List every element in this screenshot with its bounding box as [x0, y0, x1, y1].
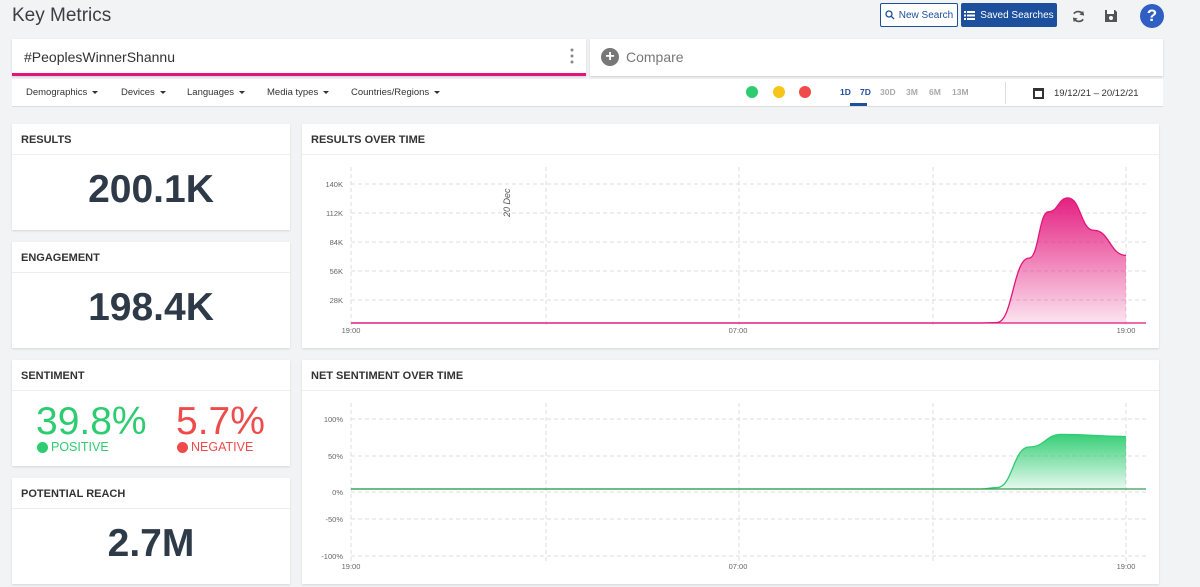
calendar-icon[interactable]	[1033, 88, 1044, 99]
negative-label-group: NEGATIVE	[177, 440, 253, 454]
filter-demographics[interactable]: Demographics	[26, 87, 99, 98]
series-area	[351, 434, 1126, 489]
new-search-label: New Search	[898, 9, 954, 21]
positive-label: POSITIVE	[51, 440, 109, 454]
results-over-time-card: RESULTS OVER TIME 140K 112K 84K 56K 28K 19:00…	[302, 124, 1159, 348]
divider	[1005, 82, 1006, 104]
x-tick-label: 19:00	[1117, 326, 1136, 335]
positive-face-icon[interactable]	[746, 86, 758, 98]
date-annotation: 20 Dec	[502, 188, 512, 218]
range-30d[interactable]: 30D	[880, 87, 896, 97]
potential-reach-value: 2.7M	[107, 522, 195, 565]
chart-title: RESULTS OVER TIME	[311, 134, 426, 146]
compare-box[interactable]: + Compare	[590, 39, 1163, 76]
y-tick-label: 50%	[328, 452, 343, 461]
y-tick-label: 28K	[330, 296, 343, 305]
y-tick-label: 100%	[324, 415, 344, 424]
y-tick-label: -100%	[321, 552, 343, 561]
y-tick-label: 140K	[325, 180, 343, 189]
card-title: SENTIMENT	[21, 370, 85, 382]
filter-countries[interactable]: Countries/Regions	[351, 87, 441, 98]
range-3m[interactable]: 3M	[906, 87, 918, 97]
caret-down-icon	[434, 90, 441, 94]
x-tick-label: 07:00	[729, 562, 748, 571]
card-title: RESULTS	[21, 134, 72, 146]
more-options-icon[interactable]	[570, 48, 574, 64]
card-title: POTENTIAL REACH	[21, 488, 126, 500]
chart-title: NET SENTIMENT OVER TIME	[311, 370, 464, 382]
series-area	[351, 197, 1126, 323]
y-tick-label: 0%	[332, 488, 343, 497]
results-over-time-chart: 140K 112K 84K 56K 28K 19:00 07:00 19:00 20 Dec	[325, 167, 1146, 335]
active-range-indicator	[850, 103, 867, 106]
caret-down-icon	[323, 90, 330, 94]
positive-percent: 39.8%	[36, 400, 147, 443]
potential-reach-card: POTENTIAL REACH 2.7M	[12, 478, 290, 584]
negative-label: NEGATIVE	[191, 440, 254, 454]
caret-down-icon	[92, 90, 99, 94]
list-icon	[964, 10, 976, 20]
results-value: 200.1K	[88, 168, 214, 211]
neutral-face-icon[interactable]	[773, 86, 785, 98]
compare-label: Compare	[626, 49, 684, 65]
filter-media-types[interactable]: Media types	[267, 87, 330, 98]
y-tick-label: 56K	[330, 267, 343, 276]
search-query-text: #PeoplesWinnerShannu	[24, 49, 175, 65]
page-title: Key Metrics	[12, 5, 112, 26]
search-icon	[885, 10, 895, 20]
y-tick-label: 112K	[326, 209, 343, 218]
net-sentiment-over-time-chart: 100%50%0%-50%-100%19:00 07:00 19:00	[321, 403, 1146, 571]
range-7d[interactable]: 7D	[860, 87, 871, 97]
y-tick-label: 84K	[330, 238, 343, 247]
save-icon[interactable]	[1101, 6, 1121, 26]
negative-face-icon	[177, 441, 188, 453]
filter-bar: Demographics Devices Languages Media typ…	[12, 79, 1163, 107]
search-query-box[interactable]: #PeoplesWinnerShannu	[12, 39, 586, 76]
range-13m[interactable]: 13M	[952, 87, 969, 97]
negative-face-icon[interactable]	[799, 86, 811, 98]
results-card: RESULTS 200.1K	[12, 124, 290, 230]
engagement-value: 198.4K	[88, 286, 214, 329]
y-tick-label: -50%	[325, 515, 343, 524]
caret-down-icon	[159, 90, 166, 94]
range-6m[interactable]: 6M	[929, 87, 941, 97]
help-button[interactable]: ?	[1140, 4, 1164, 28]
sentiment-card: SENTIMENT 39.8% POSITIVE 5.7% NEGATIVE	[12, 360, 290, 466]
caret-down-icon	[239, 90, 246, 94]
date-range[interactable]: 19/12/21 – 20/12/21	[1054, 88, 1139, 99]
positive-label-group: POSITIVE	[37, 440, 109, 454]
engagement-card: ENGAGEMENT 198.4K	[12, 242, 290, 348]
net-sentiment-over-time-card: NET SENTIMENT OVER TIME 100% 50% 0% -50% -10…	[302, 360, 1159, 584]
negative-percent: 5.7%	[176, 400, 265, 443]
x-tick-label: 07:00	[729, 326, 748, 335]
saved-searches-button[interactable]: Saved Searches	[961, 3, 1057, 27]
x-tick-label: 19:00	[342, 326, 361, 335]
range-1d[interactable]: 1D	[840, 87, 851, 97]
filter-languages[interactable]: Languages	[187, 87, 246, 98]
add-icon: +	[601, 48, 619, 66]
refresh-icon[interactable]	[1068, 6, 1088, 26]
x-tick-label: 19:00	[342, 562, 361, 571]
filter-devices[interactable]: Devices	[121, 87, 166, 98]
positive-face-icon	[37, 441, 48, 453]
card-title: ENGAGEMENT	[21, 252, 100, 264]
x-tick-label: 19:00	[1117, 562, 1136, 571]
saved-searches-label: Saved Searches	[980, 9, 1054, 21]
new-search-button[interactable]: New Search	[880, 3, 958, 27]
